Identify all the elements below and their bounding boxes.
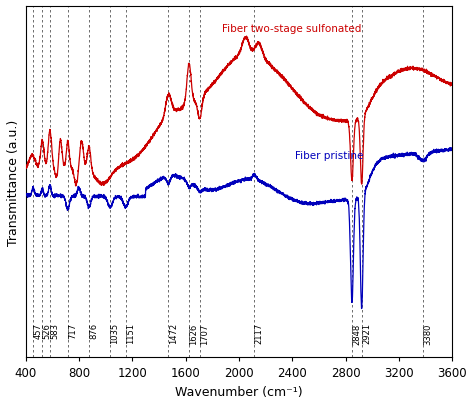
Text: 583: 583 (50, 322, 59, 339)
Text: 2117: 2117 (255, 322, 264, 343)
Text: 717: 717 (68, 322, 77, 339)
Text: 1035: 1035 (110, 322, 119, 343)
Text: 526: 526 (43, 322, 52, 338)
Text: 3380: 3380 (423, 322, 432, 344)
Text: 2848: 2848 (352, 322, 361, 344)
Text: 457: 457 (34, 322, 43, 338)
Text: 2921: 2921 (362, 322, 371, 343)
Text: 1707: 1707 (200, 322, 209, 344)
X-axis label: Wavenumber (cm⁻¹): Wavenumber (cm⁻¹) (175, 385, 303, 398)
Text: 1472: 1472 (169, 322, 178, 343)
Text: 1151: 1151 (126, 322, 135, 343)
Y-axis label: Transmittance (a.u.): Transmittance (a.u.) (7, 119, 20, 245)
Text: Fiber pristine: Fiber pristine (295, 150, 363, 160)
Text: 876: 876 (90, 322, 99, 339)
Text: 1626: 1626 (190, 322, 199, 344)
Text: Fiber two-stage sulfonated: Fiber two-stage sulfonated (221, 23, 361, 34)
